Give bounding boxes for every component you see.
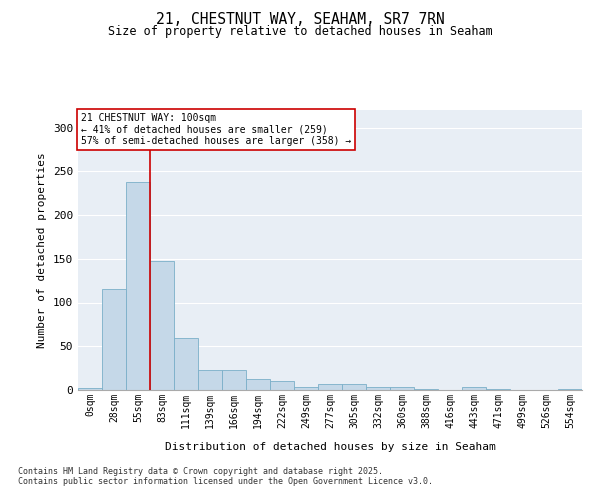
Bar (222, 370, 246, 390)
Bar (102, 290, 126, 390)
Y-axis label: Number of detached properties: Number of detached properties (37, 152, 47, 348)
Bar (150, 260, 174, 390)
Text: 21 CHESTNUT WAY: 100sqm
← 41% of detached houses are smaller (259)
57% of semi-d: 21 CHESTNUT WAY: 100sqm ← 41% of detache… (80, 113, 351, 146)
Bar (294, 386, 318, 390)
Bar (366, 388, 390, 390)
Bar (390, 386, 414, 390)
Bar (558, 389, 582, 390)
Bar (486, 389, 510, 390)
Text: 21, CHESTNUT WAY, SEAHAM, SR7 7RN: 21, CHESTNUT WAY, SEAHAM, SR7 7RN (155, 12, 445, 28)
Text: Contains public sector information licensed under the Open Government Licence v3: Contains public sector information licen… (18, 477, 433, 486)
Bar (318, 384, 342, 390)
Bar (342, 384, 366, 390)
Text: Size of property relative to detached houses in Seaham: Size of property relative to detached ho… (107, 25, 493, 38)
Bar (246, 378, 270, 390)
Text: Distribution of detached houses by size in Seaham: Distribution of detached houses by size … (164, 442, 496, 452)
Bar (270, 381, 294, 390)
Bar (198, 370, 222, 390)
Bar (174, 338, 198, 390)
Bar (126, 182, 150, 390)
Bar (462, 388, 486, 390)
Bar (78, 388, 102, 390)
Bar (414, 389, 438, 390)
Text: Contains HM Land Registry data © Crown copyright and database right 2025.: Contains HM Land Registry data © Crown c… (18, 467, 383, 476)
